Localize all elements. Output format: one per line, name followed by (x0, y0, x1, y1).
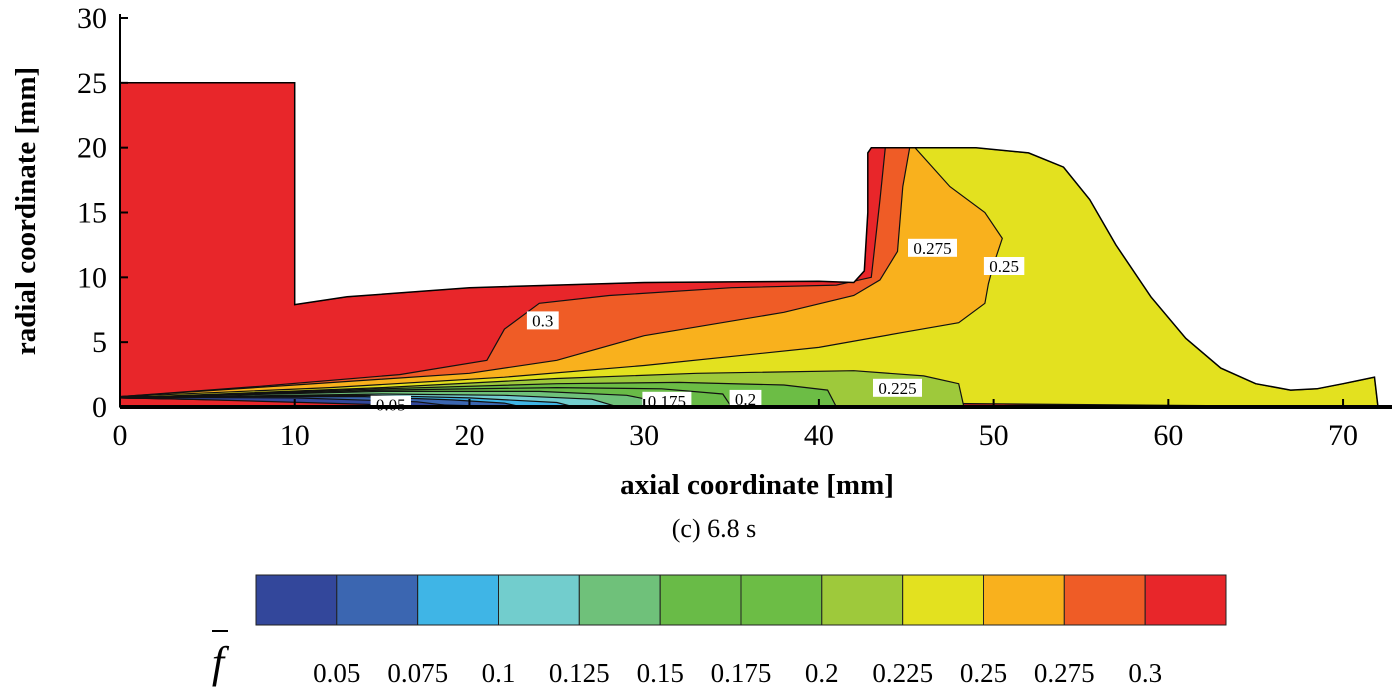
contour-label: 0.2 (735, 390, 756, 409)
y-tick-label: 5 (92, 326, 107, 359)
colorbar-tick-labels: 0.05 0.075 0.1 0.125 0.15 0.175 0.2 0.225 0.25 0.… (313, 658, 1162, 688)
colorbar-tick-label: 0.175 (711, 658, 772, 688)
x-tick-label: 0 (113, 419, 128, 452)
colorbar-tick-label: 0.3 (1128, 658, 1162, 688)
contour-label-bg (983, 257, 1025, 275)
colorbar-cell (578, 574, 661, 626)
y-tick-label: 20 (77, 132, 107, 165)
x-ticks: 0 10 20 30 40 50 60 70 (113, 399, 1358, 452)
colorbar-tick-label: 0.15 (637, 658, 684, 688)
contour-label: 0.225 (878, 379, 916, 398)
x-tick-label: 20 (454, 419, 484, 452)
x-axis-label: axial coordinate [mm] (620, 469, 894, 501)
colorbar-tick-label: 0.1 (482, 658, 516, 688)
contour-label: 0.275 (913, 239, 951, 258)
contour-label: 0.25 (989, 257, 1019, 276)
colorbar-tick-label: 0.225 (872, 658, 933, 688)
contour-label-bg (729, 389, 762, 408)
y-ticks: 0 5 10 15 20 25 30 (77, 2, 128, 424)
colorbar-cell (983, 574, 1065, 626)
colorbar-cells (255, 574, 1227, 626)
domain-outline (119, 82, 1379, 408)
contour-label: 0.3 (532, 311, 553, 330)
contour-label-bg (908, 238, 957, 257)
colorbar-cell (1144, 574, 1227, 626)
y-tick-label: 10 (77, 261, 107, 294)
y-tick-label: 30 (77, 2, 107, 35)
colorbar-title: f (212, 638, 230, 687)
x-tick-label: 40 (804, 419, 834, 452)
x-tick-label: 10 (280, 419, 310, 452)
x-tick-label: 60 (1153, 419, 1183, 452)
colorbar-cell (1063, 574, 1146, 626)
colorbar-tick-label: 0.05 (313, 658, 360, 688)
x-tick-label: 70 (1328, 419, 1358, 452)
contour-label-bg (370, 395, 411, 414)
colorbar: f 0.05 0.075 0.1 0.125 0.15 0.175 0.2 0.225 0.25… (212, 574, 1227, 688)
colorbar-tick-label: 0.275 (1034, 658, 1095, 688)
colorbar-cell (255, 574, 338, 626)
colorbar-tick-label: 0.075 (387, 658, 448, 688)
colorbar-cell (740, 574, 823, 626)
contour-label-bg (526, 311, 559, 330)
colorbar-cell (659, 574, 742, 626)
colorbar-tick-label: 0.2 (805, 658, 839, 688)
contour-fills (120, 82, 1378, 408)
colorbar-tick-label: 0.125 (549, 658, 610, 688)
y-tick-label: 15 (77, 197, 107, 230)
axes: 0 10 20 30 40 50 60 70 0 5 10 15 20 25 30 axial coord… (10, 2, 1392, 543)
colorbar-tick-label: 0.25 (960, 658, 1007, 688)
colorbar-cell (821, 574, 904, 626)
x-tick-label: 30 (629, 419, 659, 452)
y-tick-label: 0 (92, 391, 107, 424)
colorbar-cell (498, 574, 580, 626)
figure-caption: (c) 6.8 s (672, 514, 756, 543)
contour-label-bg (873, 378, 922, 397)
colorbar-cell (417, 574, 500, 626)
y-axis-label: radial coordinate [mm] (10, 67, 42, 355)
y-tick-label: 25 (77, 67, 107, 100)
colorbar-cell (902, 574, 985, 626)
contour-region-0_025 (120, 396, 461, 408)
colorbar-cell (336, 574, 419, 626)
x-tick-label: 50 (979, 419, 1009, 452)
